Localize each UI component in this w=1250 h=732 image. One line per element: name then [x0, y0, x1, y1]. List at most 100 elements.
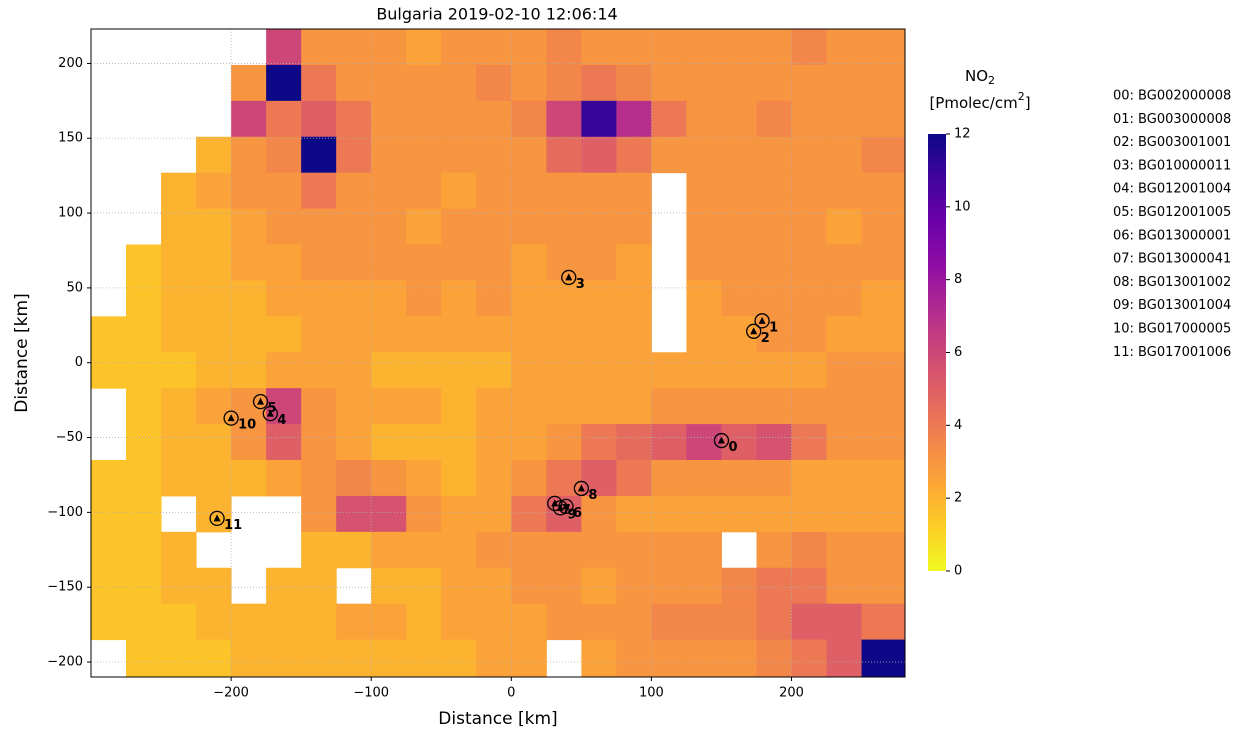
station-circle	[746, 323, 762, 339]
cell	[861, 136, 905, 174]
cell	[826, 424, 863, 461]
cell	[861, 100, 905, 138]
cell	[616, 603, 652, 641]
y-axis-label: Distance [km]	[12, 293, 32, 412]
cell	[756, 603, 793, 641]
chart-title: Bulgaria 2019-02-10 12:06:14	[376, 5, 617, 24]
station-label: 11	[224, 518, 242, 533]
y-tick-label: 50	[66, 280, 83, 295]
cell	[231, 244, 267, 281]
cell	[336, 460, 372, 497]
cell	[686, 172, 722, 210]
cell	[266, 639, 302, 677]
cell	[511, 352, 547, 389]
cell	[791, 460, 828, 497]
legend-entry: 07: BG013000041	[1113, 252, 1231, 267]
cell	[511, 29, 547, 66]
cell	[301, 531, 337, 569]
cell	[406, 388, 442, 425]
cell	[231, 100, 267, 138]
cell	[371, 244, 407, 281]
cell	[511, 100, 547, 138]
cell	[406, 567, 442, 605]
cell	[441, 495, 477, 533]
cell	[441, 388, 477, 425]
cell	[861, 208, 905, 246]
cell	[721, 136, 757, 174]
station-triangle	[717, 436, 725, 444]
cell	[616, 136, 652, 174]
cell	[126, 280, 162, 317]
x-tick-label: −200	[213, 686, 249, 701]
cell	[581, 208, 617, 246]
cell	[791, 208, 828, 246]
cell	[266, 567, 302, 605]
cell	[861, 388, 905, 425]
station-triangle	[556, 503, 564, 511]
cell	[756, 424, 793, 461]
cell	[301, 172, 337, 210]
cell	[161, 244, 197, 281]
cell	[686, 208, 722, 246]
station-label: 10	[238, 418, 256, 433]
cell	[441, 280, 477, 317]
cell	[371, 172, 407, 210]
cell	[756, 639, 793, 677]
cell	[686, 64, 722, 102]
cell	[616, 567, 652, 605]
station-circle	[558, 498, 574, 515]
cell	[791, 100, 828, 138]
cell	[651, 567, 687, 605]
cell	[826, 29, 863, 66]
cell	[126, 495, 162, 533]
heatmap	[91, 29, 905, 677]
cell	[651, 639, 687, 677]
cell	[826, 567, 863, 605]
cell	[686, 639, 722, 677]
cell	[336, 531, 372, 569]
cell	[476, 100, 512, 138]
cell	[196, 567, 232, 605]
cell	[651, 424, 687, 461]
y-tick-label: −200	[47, 655, 83, 670]
cell	[581, 531, 617, 569]
cell	[546, 64, 582, 102]
cell	[126, 567, 162, 605]
station-triangle	[257, 397, 265, 405]
station-marker	[223, 410, 239, 426]
cell	[476, 639, 512, 677]
cell	[826, 316, 863, 353]
cell	[161, 172, 197, 210]
cell	[686, 316, 722, 353]
cell	[616, 64, 652, 102]
cell	[336, 280, 372, 317]
cell	[511, 460, 547, 497]
y-tick-label: 200	[58, 56, 83, 71]
cell	[336, 639, 372, 677]
cell	[336, 352, 372, 389]
cell	[826, 280, 863, 317]
cell	[756, 29, 793, 66]
cell	[126, 639, 162, 677]
cell	[231, 208, 267, 246]
cell	[581, 639, 617, 677]
cell	[231, 603, 267, 641]
cell	[301, 280, 337, 317]
cell	[511, 388, 547, 425]
cell	[476, 388, 512, 425]
cell	[301, 29, 337, 66]
cell	[91, 603, 127, 641]
cell	[651, 352, 687, 389]
cell	[441, 639, 477, 677]
axes: −200 −100 0 100 200−200−150−100−500501001502…	[47, 56, 804, 701]
colorbar-unit-part: [Pmolec/cm	[929, 94, 1017, 112]
cell	[791, 388, 828, 425]
cell	[511, 172, 547, 210]
cell	[861, 603, 905, 641]
station-triangle	[565, 273, 573, 281]
cell	[511, 64, 547, 102]
cell	[371, 567, 407, 605]
cell	[861, 280, 905, 317]
cell	[686, 244, 722, 281]
cell	[791, 64, 828, 102]
